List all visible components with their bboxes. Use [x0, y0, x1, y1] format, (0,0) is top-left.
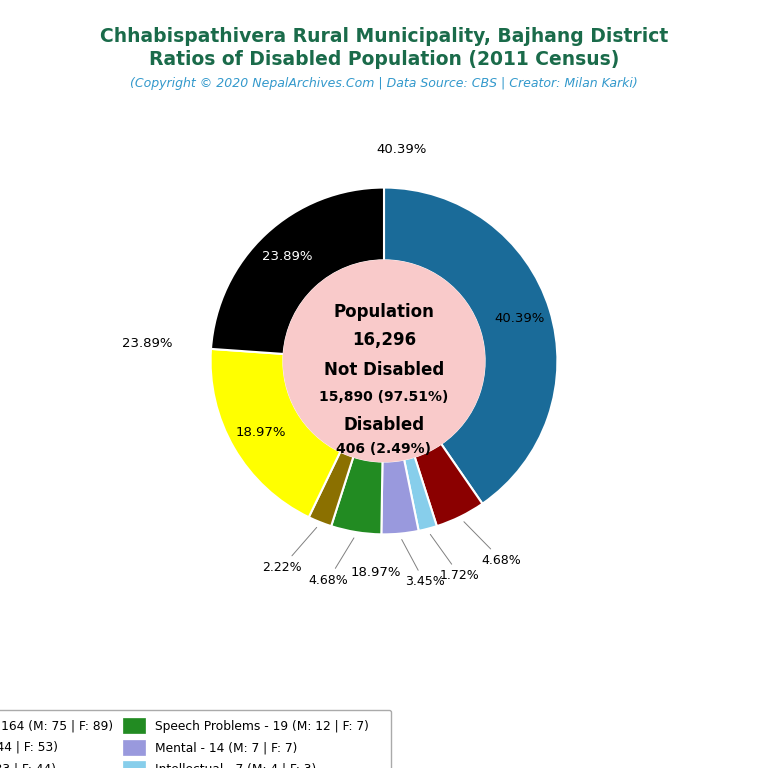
Text: Disabled: Disabled — [343, 416, 425, 434]
Text: Ratios of Disabled Population (2011 Census): Ratios of Disabled Population (2011 Cens… — [149, 50, 619, 69]
Wedge shape — [415, 444, 482, 526]
Text: 406 (2.49%): 406 (2.49%) — [336, 442, 432, 456]
Text: Chhabispathivera Rural Municipality, Bajhang District: Chhabispathivera Rural Municipality, Baj… — [100, 27, 668, 46]
Wedge shape — [211, 187, 384, 354]
Text: 18.97%: 18.97% — [350, 566, 401, 579]
Text: 1.72%: 1.72% — [430, 535, 480, 582]
Text: (Copyright © 2020 NepalArchives.Com | Data Source: CBS | Creator: Milan Karki): (Copyright © 2020 NepalArchives.Com | Da… — [130, 77, 638, 90]
Wedge shape — [384, 187, 558, 504]
Text: 18.97%: 18.97% — [236, 426, 286, 439]
Text: 15,890 (97.51%): 15,890 (97.51%) — [319, 390, 449, 405]
Text: 4.68%: 4.68% — [308, 538, 354, 587]
Legend: Physically Disable - 164 (M: 75 | F: 89), Blind Only - 97 (M: 44 | F: 53), Deaf : Physically Disable - 164 (M: 75 | F: 89)… — [0, 710, 392, 768]
Text: 16,296: 16,296 — [352, 331, 416, 349]
Text: 2.22%: 2.22% — [262, 528, 316, 574]
Wedge shape — [382, 459, 419, 535]
Wedge shape — [210, 349, 340, 517]
Text: 3.45%: 3.45% — [402, 540, 445, 588]
Wedge shape — [404, 457, 437, 531]
Text: 40.39%: 40.39% — [376, 143, 426, 156]
Wedge shape — [331, 457, 382, 535]
Wedge shape — [309, 452, 353, 526]
Text: 40.39%: 40.39% — [495, 313, 545, 325]
Text: Population: Population — [333, 303, 435, 321]
Circle shape — [283, 260, 485, 462]
Text: 23.89%: 23.89% — [262, 250, 313, 263]
Text: Not Disabled: Not Disabled — [324, 361, 444, 379]
Text: 4.68%: 4.68% — [464, 521, 521, 567]
Text: 23.89%: 23.89% — [122, 337, 173, 350]
